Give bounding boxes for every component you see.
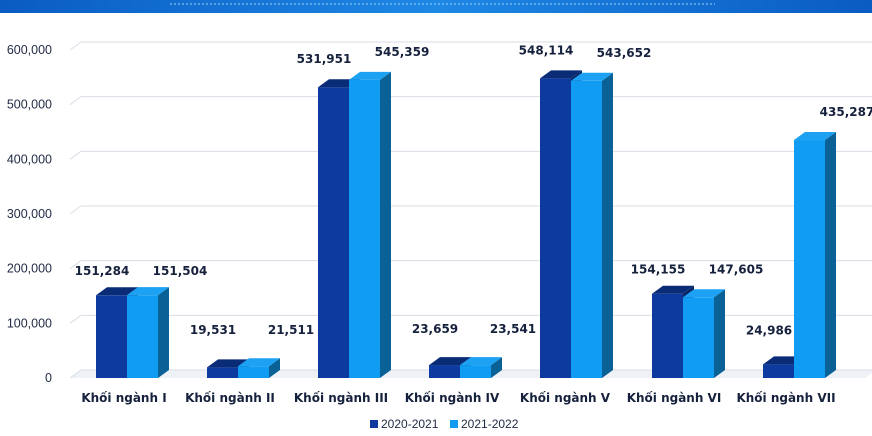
legend-swatch	[450, 420, 458, 428]
data-label: 531,951	[297, 52, 352, 66]
bar-top-face	[127, 287, 169, 296]
data-labels: 151,284 151,504 19,531 21,511 531,951 545,359…	[75, 43, 872, 337]
bar-top-face	[207, 359, 249, 368]
legend-label: 2020-2021	[381, 417, 439, 431]
bar-front-face	[429, 365, 460, 378]
data-label: 24,986	[746, 323, 792, 337]
bar-front-face	[540, 78, 571, 378]
x-axis: Khối ngành I Khối ngành II Khối ngành III K…	[81, 391, 835, 405]
bar	[349, 71, 391, 378]
data-label: 23,541	[490, 322, 536, 336]
legend: 2020-2021 2021-2022	[370, 417, 519, 431]
bar-top-face	[429, 357, 471, 366]
y-tick-label: 300,000	[7, 207, 52, 221]
bar-side-face	[825, 132, 836, 378]
bar-top-face	[571, 72, 613, 81]
data-label: 543,652	[597, 46, 652, 60]
bar-top-face	[540, 70, 582, 79]
data-label: 548,114	[519, 43, 574, 57]
bar-front-face	[794, 140, 825, 378]
bar-front-face	[238, 366, 269, 378]
gridline-depth	[69, 260, 82, 270]
x-tick-label: Khối ngành V	[520, 391, 611, 405]
legend-label: 2021-2022	[461, 417, 519, 431]
y-tick-label: 600,000	[7, 43, 52, 57]
bar-top-face	[652, 285, 694, 294]
data-label: 147,605	[709, 263, 764, 277]
x-tick-label: Khối ngành I	[81, 391, 166, 405]
y-tick-label: 0	[45, 371, 52, 385]
y-tick-label: 100,000	[7, 316, 52, 330]
x-tick-label: Khối ngành IV	[405, 391, 500, 405]
x-tick-label: Khối ngành VII	[736, 391, 835, 405]
bar-front-face	[683, 297, 714, 378]
gridline-depth	[69, 41, 82, 51]
data-label: 154,155	[631, 263, 686, 277]
y-tick-label: 400,000	[7, 152, 52, 166]
gridline-depth	[69, 96, 82, 106]
y-tick-label: 500,000	[7, 98, 52, 112]
y-axis: 0 100,000 200,000 300,000 400,000 500,000 600,…	[7, 43, 52, 385]
bar-front-face	[652, 293, 683, 378]
data-label: 435,287	[820, 105, 872, 119]
bar	[238, 358, 280, 378]
bar	[460, 357, 502, 378]
data-label: 151,284	[75, 264, 130, 278]
x-tick-label: Khối ngành VI	[627, 391, 722, 405]
data-label: 19,531	[190, 323, 236, 337]
bars	[96, 70, 836, 378]
bar-front-face	[460, 365, 491, 378]
y-tick-label: 200,000	[7, 262, 52, 276]
gridline-depth	[69, 205, 82, 215]
bar-top-face	[96, 287, 138, 296]
legend-swatch	[370, 420, 378, 428]
bar-side-face	[380, 71, 391, 378]
x-tick-label: Khối ngành III	[294, 391, 388, 405]
bar-front-face	[96, 295, 127, 378]
bar-front-face	[349, 79, 380, 378]
bar-front-face	[763, 364, 794, 378]
bar	[571, 72, 613, 378]
bar-top-face	[349, 71, 391, 80]
bar-top-face	[460, 357, 502, 366]
bar	[127, 287, 169, 378]
bar	[683, 289, 725, 378]
bar-side-face	[714, 289, 725, 378]
data-label: 545,359	[375, 45, 430, 59]
bar-side-face	[602, 72, 613, 378]
bar-side-face	[158, 287, 169, 378]
bar-side-face	[269, 358, 280, 378]
bar-top-face	[794, 132, 836, 141]
bar-front-face	[127, 295, 158, 378]
bar-front-face	[571, 80, 602, 378]
gridline-depth	[69, 314, 82, 324]
x-tick-label: Khối ngành II	[185, 391, 275, 405]
bar-top-face	[238, 358, 280, 367]
header-band	[0, 0, 872, 13]
data-label: 151,504	[153, 264, 208, 278]
bar	[794, 132, 836, 378]
data-label: 23,659	[412, 322, 458, 336]
data-label: 21,511	[268, 323, 314, 337]
bar-top-face	[683, 289, 725, 298]
bar-front-face	[207, 367, 238, 378]
header-band-fill	[0, 0, 872, 13]
bar-front-face	[318, 87, 349, 378]
bar-side-face	[491, 357, 502, 378]
gridline-depth	[69, 369, 82, 379]
gridline-depth	[69, 150, 82, 160]
